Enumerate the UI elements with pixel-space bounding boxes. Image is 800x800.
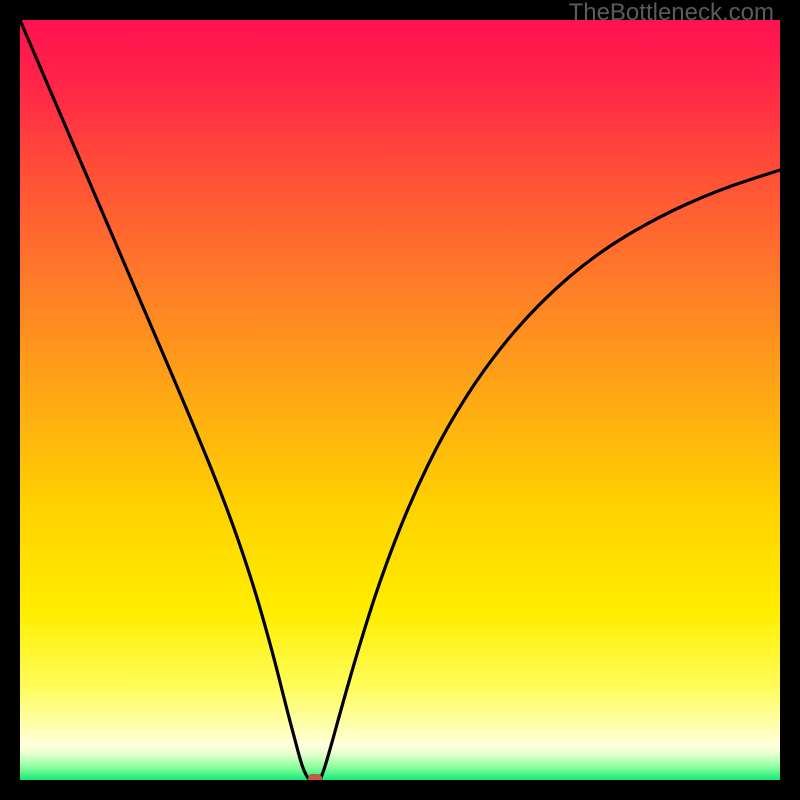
curve-right-branch xyxy=(320,170,780,780)
watermark-text: TheBottleneck.com xyxy=(569,0,774,27)
curve-layer xyxy=(20,20,780,780)
curve-left-branch xyxy=(20,20,310,780)
min-marker xyxy=(308,775,322,781)
plot-area xyxy=(20,20,780,780)
